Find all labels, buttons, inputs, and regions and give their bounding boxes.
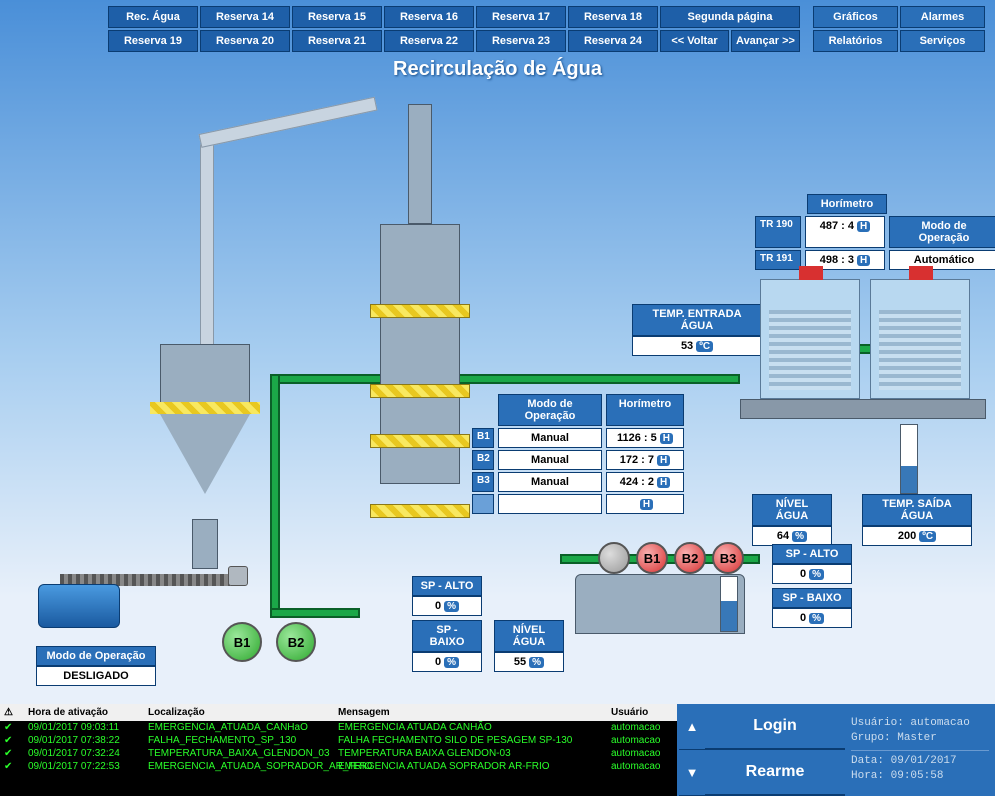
spray-dryer [360, 104, 480, 554]
horimetro-header: Horímetro [606, 394, 684, 426]
sump-gauge [720, 576, 738, 632]
nav-reserva18[interactable]: Reserva 18 [568, 6, 658, 28]
session-info: Usuário: automacao Grupo: Master Data: 0… [845, 704, 995, 796]
pump-grey [598, 542, 630, 574]
sp-baixo-val-1[interactable]: 0% [412, 652, 482, 672]
nav-reserva24[interactable]: Reserva 24 [568, 30, 658, 52]
nav-reserva15[interactable]: Reserva 15 [292, 6, 382, 28]
tag-b2: B2 [472, 450, 494, 470]
temp-in-val: 53ºC [632, 336, 762, 356]
nav-avancar[interactable]: Avançar >> [731, 30, 800, 52]
pump-b1-left[interactable]: B1 [222, 622, 262, 662]
nav-segunda-pagina[interactable]: Segunda página [660, 6, 800, 28]
left-mode-value[interactable]: DESLIGADO [36, 666, 156, 686]
nav-alarmes[interactable]: Alarmes [900, 6, 985, 28]
nav-reserva16[interactable]: Reserva 16 [384, 6, 474, 28]
nav-reserva17[interactable]: Reserva 17 [476, 6, 566, 28]
nivel-val-1: 64% [752, 526, 832, 546]
pump-b2-left[interactable]: B2 [276, 622, 316, 662]
tag-b3: B3 [472, 472, 494, 492]
sp-baixo-label-2: SP - BAIXO [772, 588, 852, 608]
conveyor-motor [228, 566, 248, 586]
modo-header: Modo de Operação [498, 394, 602, 426]
nivel-label-1: NÍVEL ÁGUA [752, 494, 832, 526]
mode-blank [498, 494, 602, 514]
alarm-table: ⚠ Hora de ativação Localização Mensagem … [0, 704, 679, 796]
nav-graficos[interactable]: Gráficos [813, 6, 898, 28]
col-time[interactable]: Hora de ativação [24, 706, 144, 719]
tr191-tag: TR 191 [755, 250, 801, 270]
blue-tank [38, 584, 120, 628]
nav-voltar[interactable]: << Voltar [660, 30, 729, 52]
alarm-row[interactable]: ✔09/01/2017 07:32:24TEMPERATURA_BAIXA_GL… [0, 747, 677, 760]
rearme-button[interactable]: Rearme [705, 750, 845, 796]
sp-baixo-label-1: SP - BAIXO [412, 620, 482, 652]
alarm-scroll: ▲ ▼ [679, 704, 705, 796]
sp-baixo-val-2[interactable]: 0% [772, 608, 852, 628]
alarm-row[interactable]: ✔09/01/2017 07:22:53EMERGENCIA_ATUADA_SO… [0, 760, 677, 773]
temp-in-label: TEMP. ENTRADA ÁGUA [632, 304, 762, 336]
nav-right: Gráficos Alarmes Relatórios Serviços [813, 6, 985, 52]
process-canvas: Modo de Operação DESLIGADO B1 B2 SP - AL… [0, 84, 995, 700]
tr190-tag: TR 190 [755, 216, 801, 248]
horimetro-top: Horímetro [807, 194, 887, 214]
nav-relatorios[interactable]: Relatórios [813, 30, 898, 52]
alarm-row[interactable]: ✔09/01/2017 07:38:22FALHA_FECHAMENTO_SP_… [0, 734, 677, 747]
pump-b2-mid[interactable]: B2 [674, 542, 706, 574]
nav-reserva21[interactable]: Reserva 21 [292, 30, 382, 52]
scroll-up-icon[interactable]: ▲ [679, 704, 705, 750]
nav-reserva20[interactable]: Reserva 20 [200, 30, 290, 52]
left-mode-label: Modo de Operação [36, 646, 156, 666]
tank-right-gauge [900, 424, 918, 494]
hour-b1: 1126 : 5H [606, 428, 684, 448]
scroll-down-icon[interactable]: ▼ [679, 750, 705, 796]
pump-b3-mid[interactable]: B3 [712, 542, 744, 574]
page-title: Recirculação de Água [0, 58, 995, 81]
cooling-tower-2 [870, 279, 970, 399]
mode-b1[interactable]: Manual [498, 428, 602, 448]
nav-left: Rec. Água Reserva 14 Reserva 15 Reserva … [108, 6, 800, 52]
nav-reserva23[interactable]: Reserva 23 [476, 30, 566, 52]
nivel-val-2: 55% [494, 652, 564, 672]
tag-blank [472, 494, 494, 514]
modo-top-label: Modo de Operação [889, 216, 995, 248]
col-msg[interactable]: Mensagem [334, 706, 607, 719]
login-button[interactable]: Login [705, 704, 845, 750]
nav-reserva19[interactable]: Reserva 19 [108, 30, 198, 52]
col-user[interactable]: Usuário [607, 706, 677, 719]
temp-out-label: TEMP. SAÍDA ÁGUA [862, 494, 972, 526]
cooling-tower-1 [760, 279, 860, 399]
nav-servicos[interactable]: Serviços [900, 30, 985, 52]
hour-b2: 172 : 7H [606, 450, 684, 470]
hour-b3: 424 : 2H [606, 472, 684, 492]
col-loc[interactable]: Localização [144, 706, 334, 719]
hour-blank: H [606, 494, 684, 514]
sp-alto-label-1: SP - ALTO [412, 576, 482, 596]
nav-reserva14[interactable]: Reserva 14 [200, 6, 290, 28]
bottom-bar: ⚠ Hora de ativação Localização Mensagem … [0, 704, 995, 796]
alarm-warn-icon: ⚠ [0, 706, 24, 719]
pump-b1-mid[interactable]: B1 [636, 542, 668, 574]
temp-out-val: 200ºC [862, 526, 972, 546]
sp-alto-val-2[interactable]: 0% [772, 564, 852, 584]
nav-rec-agua[interactable]: Rec. Água [108, 6, 198, 28]
tr190-val: 487 : 4H [805, 216, 885, 248]
nav-reserva22[interactable]: Reserva 22 [384, 30, 474, 52]
modo-top-val[interactable]: Automático [889, 250, 995, 270]
sp-alto-val-1[interactable]: 0% [412, 596, 482, 616]
tag-b1: B1 [472, 428, 494, 448]
nivel-label-2: NÍVEL ÁGUA [494, 620, 564, 652]
alarm-row[interactable]: ✔09/01/2017 09:03:11EMERGENCIA_ATUADA_CA… [0, 721, 677, 734]
cyclone [150, 344, 260, 544]
mode-b3[interactable]: Manual [498, 472, 602, 492]
mode-b2[interactable]: Manual [498, 450, 602, 470]
sp-alto-label-2: SP - ALTO [772, 544, 852, 564]
